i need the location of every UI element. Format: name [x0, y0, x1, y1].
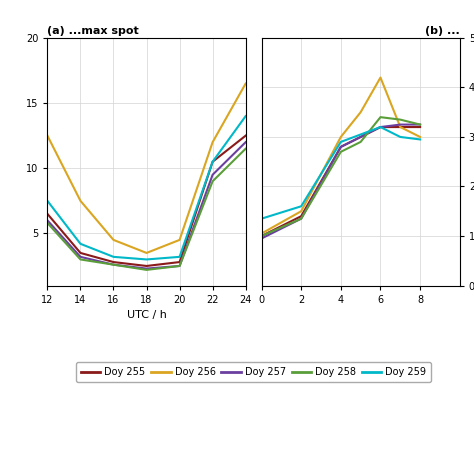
- Legend: Doy 255, Doy 256, Doy 257, Doy 258, Doy 259: Doy 255, Doy 256, Doy 257, Doy 258, Doy …: [76, 362, 431, 382]
- Text: (b) ...: (b) ...: [425, 26, 460, 36]
- Text: (a) ...max spot: (a) ...max spot: [47, 26, 139, 36]
- X-axis label: UTC / h: UTC / h: [127, 310, 166, 320]
